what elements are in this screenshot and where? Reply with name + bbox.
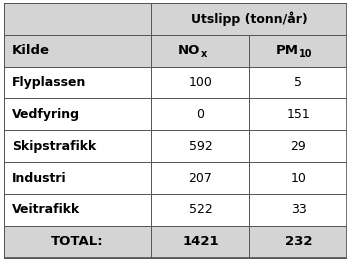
Bar [4,3,151,35]
Text: 232: 232 [285,235,312,248]
Bar [4,226,151,258]
Text: Kilde: Kilde [12,44,50,57]
Bar [151,98,250,130]
Text: Utslipp (tonn/år): Utslipp (tonn/år) [191,11,308,26]
Text: x: x [200,49,207,59]
Text: 100: 100 [188,76,212,89]
Bar [151,162,250,194]
Bar [4,66,151,98]
Text: Veitrafikk: Veitrafikk [12,203,80,217]
Text: NO: NO [178,44,200,57]
Bar [250,35,347,66]
Bar [250,226,347,258]
Bar [4,130,151,162]
Bar [250,194,347,226]
Text: 207: 207 [188,172,212,185]
Text: Vedfyring: Vedfyring [12,108,80,121]
Text: 0: 0 [197,108,204,121]
Text: 522: 522 [188,203,212,217]
Bar [151,3,347,35]
Text: 29: 29 [291,140,306,153]
Bar [151,194,250,226]
Bar [151,130,250,162]
Bar [151,66,250,98]
Bar [4,194,151,226]
Bar [250,130,347,162]
Bar [250,98,347,130]
Text: Industri: Industri [12,172,67,185]
Bar [4,162,151,194]
Bar [151,35,250,66]
Text: 1421: 1421 [182,235,219,248]
Text: 10: 10 [291,172,306,185]
Text: PM: PM [276,44,298,57]
Text: 33: 33 [291,203,306,217]
Text: 151: 151 [287,108,310,121]
Bar [250,162,347,194]
Bar [4,98,151,130]
Bar [4,35,151,66]
Text: 5: 5 [294,76,303,89]
Text: TOTAL:: TOTAL: [51,235,104,248]
Bar [250,66,347,98]
Text: 10: 10 [298,49,312,59]
Text: 592: 592 [188,140,212,153]
Text: Skipstrafikk: Skipstrafikk [12,140,97,153]
Bar [151,226,250,258]
Text: Flyplassen: Flyplassen [12,76,86,89]
